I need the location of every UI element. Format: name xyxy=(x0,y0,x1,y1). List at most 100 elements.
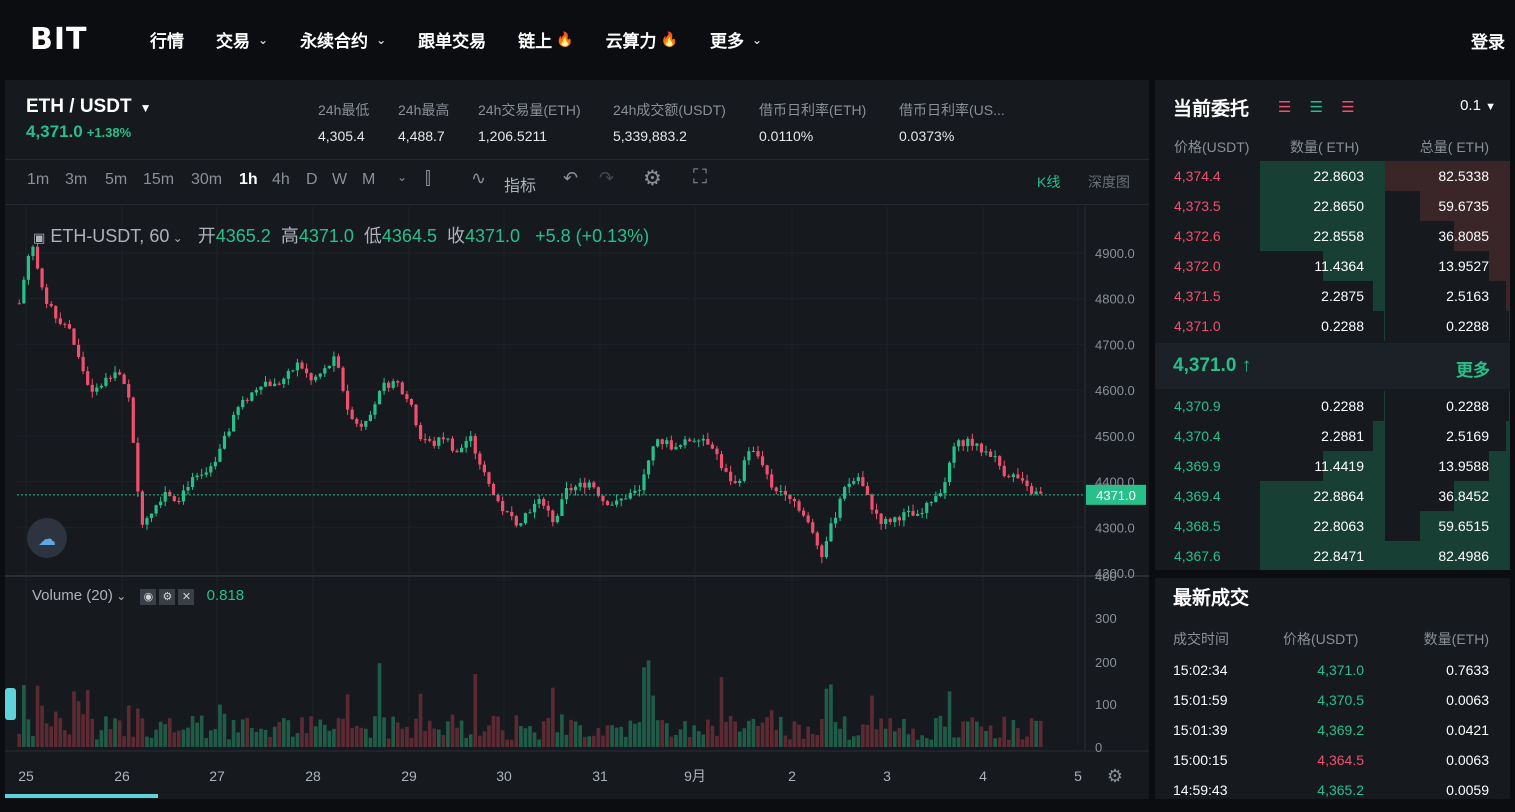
timeframe-D[interactable]: D xyxy=(306,171,318,188)
gear-icon[interactable]: ⚙ xyxy=(159,589,176,605)
volume-bar xyxy=(368,737,373,747)
bids-row[interactable]: 4,369.4 22.8864 36.8452 xyxy=(1155,481,1510,511)
quantity: 2.2881 xyxy=(1321,428,1364,444)
asks-row[interactable]: 4,373.5 22.8650 59.6735 xyxy=(1155,191,1510,221)
undo-icon[interactable]: ↶ xyxy=(563,168,579,188)
volume-bar xyxy=(888,718,893,747)
indicators-button[interactable]: 指标 xyxy=(504,178,537,195)
chevron-down-icon[interactable]: ⌄ xyxy=(397,170,408,184)
asks-row[interactable]: 4,371.0 0.2288 0.2288 xyxy=(1155,311,1510,341)
chart-symbol[interactable]: ETH-USDT, 60 xyxy=(50,226,170,246)
timeframe-5m[interactable]: 5m xyxy=(105,171,128,188)
asks-row[interactable]: 4,371.5 2.2875 2.5163 xyxy=(1155,281,1510,311)
volume-bar xyxy=(386,738,391,747)
volume-bar xyxy=(455,727,459,747)
timeframe-3m[interactable]: 3m xyxy=(65,171,88,188)
candle-body xyxy=(355,418,359,424)
candle-body xyxy=(17,303,21,305)
nav-item-1[interactable]: 交易 ⌄ xyxy=(216,27,268,52)
candle-body xyxy=(26,256,30,280)
fullscreen-icon[interactable]: ⛶ xyxy=(693,166,707,188)
precision-select[interactable]: 0.1 ▼ xyxy=(1460,97,1496,114)
timeframe-M[interactable]: M xyxy=(362,171,376,188)
caret-down-icon: ▼ xyxy=(139,101,152,115)
candle-body xyxy=(756,451,760,457)
volume-bar xyxy=(669,736,674,747)
stat-2: 24h交易量(ETH) 1,206.5211 xyxy=(478,100,581,144)
qty-depth-bar xyxy=(1260,511,1385,541)
total-depth-bar xyxy=(1420,191,1510,221)
volume-bar xyxy=(701,734,706,747)
candle-body xyxy=(865,486,870,495)
stat-label: 24h最低 xyxy=(318,102,370,118)
bids-row[interactable]: 4,367.6 22.8471 82.4986 xyxy=(1155,541,1510,571)
bids-view-icon[interactable]: ☰ xyxy=(1309,99,1324,116)
volume-bar xyxy=(769,710,774,747)
timeframe-W[interactable]: W xyxy=(332,171,348,188)
candle-body xyxy=(455,450,459,453)
asks-row[interactable]: 4,374.4 22.8603 82.5338 xyxy=(1155,161,1510,191)
precision-value: 0.1 xyxy=(1460,97,1481,114)
price-tick: 4800.0 xyxy=(1095,292,1135,307)
chevron-down-icon[interactable]: ⌄ xyxy=(112,589,127,603)
volume-bar xyxy=(122,736,126,747)
price-chart[interactable]: 4371.04900.04800.04700.04600.04500.04400… xyxy=(5,206,1149,799)
volume-bar xyxy=(646,660,651,747)
candle-body xyxy=(642,474,646,491)
timeframe-1h[interactable]: 1h xyxy=(239,171,258,188)
brand-logo[interactable]: BIT xyxy=(30,22,88,57)
redo-icon[interactable]: ↷ xyxy=(599,168,615,188)
time-tick: 2 xyxy=(788,768,796,784)
volume-bar xyxy=(509,739,514,747)
asks-view-icon[interactable]: ☰ xyxy=(1278,99,1292,116)
nav-item-4[interactable]: 链上 🔥 xyxy=(518,27,573,52)
candle-body xyxy=(332,356,336,366)
both-view-icon[interactable]: ☰ xyxy=(1341,99,1355,116)
volume-bar xyxy=(774,729,779,747)
asks-row[interactable]: 4,372.6 22.8558 36.8085 xyxy=(1155,221,1510,251)
nav-item-3[interactable]: 跟单交易 xyxy=(418,27,486,52)
bids-row[interactable]: 4,370.9 0.2288 0.2288 xyxy=(1155,391,1510,421)
nav-item-5[interactable]: 云算力 🔥 xyxy=(606,27,678,52)
timeframe-4h[interactable]: 4h xyxy=(272,171,290,188)
eye-icon[interactable]: ◉ xyxy=(140,589,157,605)
candle-body xyxy=(683,439,687,446)
square-icon[interactable]: ▣ xyxy=(33,230,46,245)
candle-type-icon[interactable]: ⫿ xyxy=(425,168,431,188)
low-label: 低 xyxy=(363,226,382,246)
volume-label[interactable]: Volume (20) xyxy=(32,587,113,604)
asks-row[interactable]: 4,372.0 11.4364 13.9527 xyxy=(1155,251,1510,281)
total-depth-bar xyxy=(1453,221,1510,251)
candle-body xyxy=(1030,486,1034,494)
volume-legend: Volume (20) ⌄ ◉ ⚙ ✕ 0.818 xyxy=(32,587,244,605)
trade-qty: 0.7633 xyxy=(1446,662,1489,678)
quantity: 22.8063 xyxy=(1313,518,1364,534)
chevron-down-icon[interactable]: ⌄ xyxy=(169,231,183,245)
volume-bar xyxy=(204,738,209,747)
timeframe-30m[interactable]: 30m xyxy=(191,171,223,188)
tab-kline[interactable]: K线 xyxy=(1037,174,1061,190)
close-icon[interactable]: ✕ xyxy=(178,589,195,605)
indicator-icon[interactable]: ∿ xyxy=(471,168,487,188)
candle-body xyxy=(751,451,756,453)
volume-bar xyxy=(90,718,95,747)
bids-row[interactable]: 4,368.5 22.8063 59.6515 xyxy=(1155,511,1510,541)
candle-body xyxy=(523,513,528,524)
bids-row[interactable]: 4,369.9 11.4419 13.9588 xyxy=(1155,451,1510,481)
more-button[interactable]: 更多 xyxy=(1456,361,1490,380)
chevron-down-icon: ⌄ xyxy=(752,32,763,47)
tab-depth[interactable]: 深度图 xyxy=(1088,174,1130,190)
nav-item-0[interactable]: 行情 xyxy=(150,27,184,52)
timeframe-15m[interactable]: 15m xyxy=(143,171,175,188)
nav-item-2[interactable]: 永续合约 ⌄ xyxy=(300,27,386,52)
nav-item-6[interactable]: 更多 ⌄ xyxy=(710,27,762,52)
login-button[interactable]: 登录 xyxy=(1471,33,1505,52)
gear-icon[interactable]: ⚙ xyxy=(643,167,662,190)
candle-body xyxy=(291,370,295,372)
stat-1: 24h最高 4,488.7 xyxy=(398,100,449,144)
bids-row[interactable]: 4,370.4 2.2881 2.5169 xyxy=(1155,421,1510,451)
volume-bar xyxy=(792,721,797,747)
pair-selector[interactable]: ETH / USDT ▼ xyxy=(26,96,151,118)
candle-body xyxy=(277,383,281,385)
timeframe-1m[interactable]: 1m xyxy=(27,171,50,188)
